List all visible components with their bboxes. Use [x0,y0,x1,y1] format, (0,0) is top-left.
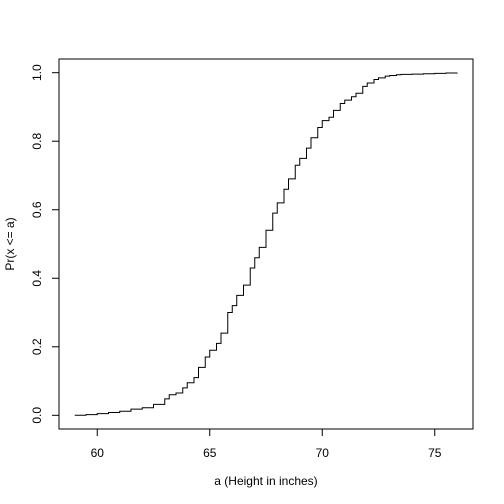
y-tick-label: 0.2 [30,338,44,355]
y-axis-label: Pr(x <= a) [3,217,17,270]
series-line [74,72,458,416]
y-tick-label: 0.6 [30,201,44,218]
x-tick-label: 60 [91,446,105,460]
x-tick-label: 75 [428,446,442,460]
x-axis: 60 65 70 75 [91,428,442,460]
y-tick-label: 0.4 [30,270,44,287]
x-tick-label: 70 [316,446,330,460]
y-tick-label: 0.8 [30,133,44,150]
y-axis: 0.0 0.2 0.4 0.6 0.8 1.0 [30,64,60,424]
y-tick-label: 0.0 [30,407,44,424]
x-axis-label: a (Height in inches) [214,474,317,488]
y-tick-label: 1.0 [30,64,44,81]
x-tick-label: 65 [203,446,217,460]
